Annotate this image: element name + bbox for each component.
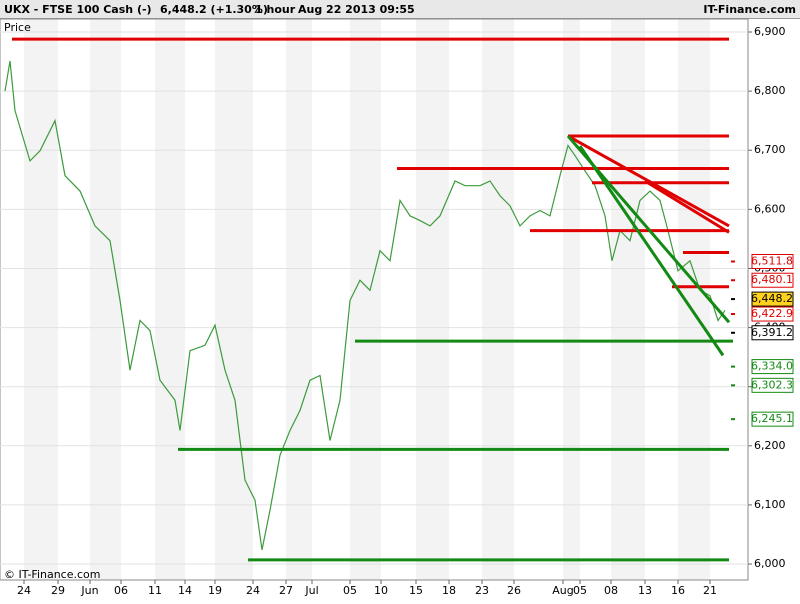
stripe [286,19,312,580]
stripe [482,19,514,580]
stripe [416,19,449,580]
price-label-box [751,253,794,269]
stripe [90,19,121,580]
x-tick-label: 16 [671,584,685,597]
timestamp: Aug 22 2013 09:55 [298,3,415,16]
x-tick-label: 06 [114,584,128,597]
y-tick-label: 6,800 [754,84,786,97]
price-label-box [751,325,794,341]
price-label-box [751,411,794,427]
y-tick-label: 6,900 [754,25,786,38]
price-label: 6,422.9 [751,307,793,320]
x-tick-label: 29 [51,584,65,597]
y-tick-label: 6,600 [754,202,786,215]
x-tick-label: 15 [409,584,423,597]
x-tick-label: 05 [343,584,357,597]
x-tick-label: 11 [148,584,162,597]
x-tick-label: Jul [304,584,318,597]
x-tick-label: 18 [442,584,456,597]
price-label: 6,302.3 [751,378,793,391]
x-tick-label: 08 [604,584,618,597]
x-tick-label: 26 [507,584,521,597]
price-label: 6,245.1 [751,412,793,425]
y-tick-label: 6,100 [754,498,786,511]
stripe [563,19,580,580]
price-line [4,60,726,550]
y-axis-label: Price [4,21,31,34]
price-label: 6,448.2 [751,292,793,305]
background-stripes [24,19,710,580]
copyright: © IT-Finance.com [4,568,101,581]
y-tick-label: 6,200 [754,439,786,452]
stripe [215,19,253,580]
trend-line [578,145,725,357]
x-tick-label: 21 [703,584,717,597]
plot-frame [0,18,749,581]
price-label-box [751,291,794,307]
stripe [24,19,58,580]
symbol: UKX - FTSE 100 Cash (-) [4,3,152,16]
price-label: 6,511.8 [751,254,793,267]
price-label-box [751,306,794,322]
trend-line [644,179,730,234]
x-tick-label: Aug [552,584,573,597]
x-tick-label: 10 [374,584,388,597]
x-tick-label: 24 [246,584,260,597]
x-tick-label: 23 [475,584,489,597]
brand: IT-Finance.com [703,3,796,16]
price-label-box [751,272,794,288]
x-tick-label: 19 [208,584,222,597]
quote: 6,448.2 (+1.30%) [160,3,268,16]
header-bar [0,0,800,18]
y-tick-label: 6,700 [754,143,786,156]
interval: 1 hour [255,3,296,16]
price-label: 6,334.0 [751,360,793,373]
stripe [678,19,710,580]
price-label-box [751,359,794,375]
price-label: 6,391.2 [751,326,793,339]
price-label: 6,480.1 [751,273,793,286]
x-tick-label: 27 [279,584,293,597]
y-tick-label: 6,000 [754,557,786,570]
x-tick-label: Jun [80,584,98,597]
trend-line [567,134,730,228]
x-tick-label: 13 [638,584,652,597]
x-tick-label: 24 [17,584,31,597]
x-tick-label: 14 [178,584,192,597]
x-tick-label: 05 [573,584,587,597]
stripe [611,19,645,580]
price-label-box [751,377,794,393]
stripe [155,19,185,580]
stripe [350,19,381,580]
